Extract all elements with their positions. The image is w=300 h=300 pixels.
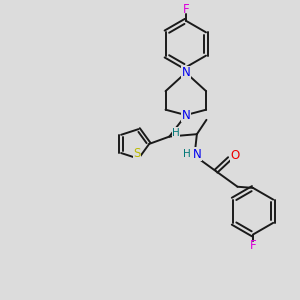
Text: N: N [193, 148, 202, 161]
Text: S: S [133, 147, 141, 160]
Text: F: F [182, 3, 189, 16]
Text: N: N [182, 66, 190, 79]
Text: O: O [230, 149, 239, 162]
Text: F: F [250, 239, 256, 252]
Text: H: H [172, 128, 180, 138]
Text: N: N [182, 109, 190, 122]
Text: H: H [183, 149, 191, 159]
